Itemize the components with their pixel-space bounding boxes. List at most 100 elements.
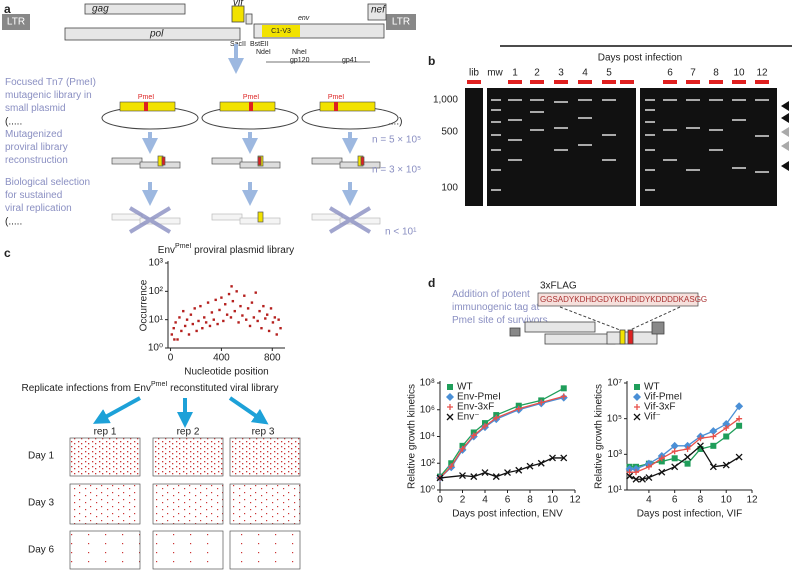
gene-label: nef [371, 5, 386, 16]
point [174, 321, 177, 324]
rep-label: rep 3 [252, 427, 275, 438]
y-tick-label: 10⁶ [420, 404, 435, 415]
x-axis-label: Nucleotide position [184, 367, 269, 378]
point [258, 309, 261, 313]
y-tick-label: 10⁰ [420, 485, 435, 496]
point [220, 296, 223, 299]
marker [671, 448, 678, 455]
vif-box [231, 5, 245, 23]
marker [515, 466, 523, 474]
site-label: NheI [292, 49, 307, 56]
marker [696, 442, 704, 450]
point [208, 324, 212, 328]
ellipsis: (..... [5, 217, 22, 228]
lane-label: 7 [690, 68, 696, 79]
legend-label: Vif-3xF [644, 402, 676, 413]
bands [491, 99, 769, 191]
step-text: Mutagenized proviral library reconstructio… [5, 129, 68, 166]
legend-label: Env⁻ [457, 412, 480, 423]
marker [723, 433, 730, 440]
legend-label: Env-3xF [457, 402, 494, 413]
domain-label: gp41 [342, 57, 358, 64]
point [245, 318, 248, 321]
marker [560, 385, 567, 392]
marker [645, 474, 653, 481]
series-line [439, 457, 564, 479]
size-label: 500 [441, 127, 458, 138]
y-axis-label: Occurrence [139, 279, 150, 331]
marker [560, 393, 567, 400]
gene-box [245, 13, 253, 25]
marker [671, 463, 679, 471]
day-label: Day 6 [28, 545, 55, 556]
marker [735, 402, 744, 411]
point [206, 301, 210, 304]
point [254, 291, 257, 294]
point [180, 329, 183, 333]
site [249, 102, 253, 111]
x-tick-label: 0 [168, 353, 174, 364]
point [235, 290, 238, 293]
marker [736, 422, 743, 429]
y-tick-label: 10⁷ [607, 378, 622, 389]
point [279, 326, 282, 330]
marker [639, 475, 646, 483]
lane-label: 12 [756, 68, 768, 79]
genomes [111, 155, 381, 169]
site-label: BstEII [250, 41, 269, 48]
guide [559, 306, 681, 331]
point [241, 314, 244, 317]
nef-box [367, 3, 387, 21]
point [218, 308, 221, 312]
marker [482, 423, 488, 430]
panel-d: d Addition of potent immunogenic tag at Pm… [428, 276, 707, 345]
marker [697, 435, 704, 442]
c1v3-box [262, 25, 300, 37]
legend-label: Vif⁻ [644, 412, 661, 423]
point [229, 316, 233, 319]
day-label: Day 1 [28, 451, 55, 462]
pol-box [64, 27, 241, 41]
y-tick-label: 10⁰ [148, 343, 163, 354]
legend-label: Env-PmeI [457, 392, 501, 403]
marker [493, 414, 500, 421]
x-tick-label: 6 [672, 495, 678, 506]
band-arrows [781, 127, 789, 151]
x-tick-label: 6 [505, 495, 511, 506]
rep-label: rep 1 [94, 427, 117, 438]
point [210, 311, 214, 314]
replicate-panels [69, 437, 301, 570]
tag-box [537, 292, 699, 307]
y-tick-label: 10³ [149, 258, 164, 269]
series-line [629, 418, 740, 473]
gene-label: vif [233, 0, 244, 9]
ellipsis: (..... [5, 117, 22, 128]
lane-label: 3 [558, 68, 564, 79]
marker [633, 413, 641, 421]
point [191, 322, 194, 326]
point [265, 313, 269, 316]
y-tick-label: 10⁵ [607, 413, 622, 424]
charts: 10⁰ 10¹ 10² 10³ 0 400 800 Nucleotide position Oc… [139, 258, 758, 520]
chart-title: EnvPmeI proviral plasmid library [158, 243, 294, 256]
point [260, 326, 263, 330]
site-label: PmeI [243, 94, 259, 101]
gene-label: pol [149, 29, 164, 40]
step-text: Focused Tn7 (PmeI) mutagenic library in sm… [5, 77, 96, 114]
lane-label: 6 [667, 68, 673, 79]
point [195, 329, 198, 333]
y-axis-label: Relative growth kinetics [594, 384, 605, 489]
y-tick-label: 10⁸ [420, 378, 435, 389]
x-axis-label: Days post infection, ENV [452, 509, 563, 520]
lane-label: 2 [534, 68, 540, 79]
gel [465, 88, 483, 206]
point [231, 299, 235, 303]
marker [626, 472, 634, 480]
marker [526, 462, 534, 470]
marker [481, 469, 489, 477]
marker [723, 424, 730, 431]
replicate-title: Replicate infections from EnvPmeI recons… [21, 381, 278, 394]
marker [448, 463, 455, 470]
y-tick-label: 10¹ [149, 314, 164, 325]
